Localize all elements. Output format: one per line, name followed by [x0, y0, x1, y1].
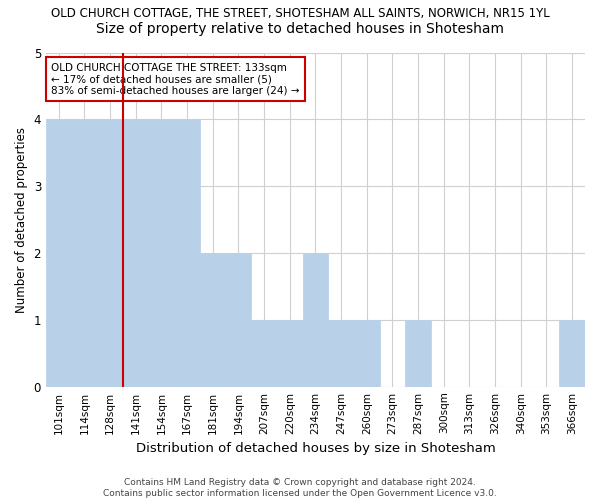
Y-axis label: Number of detached properties: Number of detached properties: [15, 126, 28, 312]
Bar: [97, 120, 123, 386]
Bar: [46, 120, 71, 386]
Text: OLD CHURCH COTTAGE, THE STREET, SHOTESHAM ALL SAINTS, NORWICH, NR15 1YL: OLD CHURCH COTTAGE, THE STREET, SHOTESHA…: [50, 8, 550, 20]
Bar: [328, 320, 354, 386]
Text: Contains HM Land Registry data © Crown copyright and database right 2024.
Contai: Contains HM Land Registry data © Crown c…: [103, 478, 497, 498]
Bar: [302, 253, 328, 386]
Bar: [277, 320, 302, 386]
Text: Size of property relative to detached houses in Shotesham: Size of property relative to detached ho…: [96, 22, 504, 36]
Bar: [251, 320, 277, 386]
Bar: [71, 120, 97, 386]
Bar: [174, 120, 200, 386]
Bar: [354, 320, 380, 386]
X-axis label: Distribution of detached houses by size in Shotesham: Distribution of detached houses by size …: [136, 442, 496, 455]
Bar: [149, 120, 174, 386]
Bar: [226, 253, 251, 386]
Bar: [406, 320, 431, 386]
Bar: [200, 253, 226, 386]
Text: OLD CHURCH COTTAGE THE STREET: 133sqm
← 17% of detached houses are smaller (5)
8: OLD CHURCH COTTAGE THE STREET: 133sqm ← …: [52, 62, 300, 96]
Bar: [559, 320, 585, 386]
Bar: [123, 120, 149, 386]
